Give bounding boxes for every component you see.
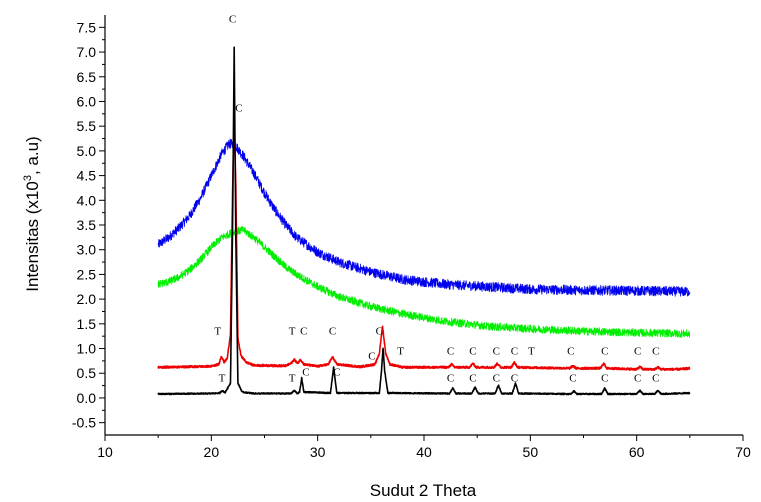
peak-label-c: C <box>511 373 518 385</box>
x-tick-label: 20 <box>204 444 220 460</box>
peak-label-c: C <box>447 373 454 385</box>
peak-label-c: C <box>493 373 500 385</box>
peak-label-c: C <box>368 350 375 362</box>
peak-label-t: T <box>219 373 226 385</box>
x-tick-label: 10 <box>97 444 113 460</box>
peak-label-t: T <box>214 326 221 338</box>
series-line-2 <box>157 226 691 338</box>
peak-label-c: C <box>601 373 608 385</box>
series-line-4 <box>157 46 691 396</box>
y-tick-label: 6.0 <box>77 93 97 109</box>
y-tick-label: 7.5 <box>77 19 97 35</box>
y-tick-label: 1.0 <box>77 341 97 357</box>
x-tick-label: 30 <box>310 444 326 460</box>
peak-label-t: T <box>289 373 296 385</box>
x-tick-label: 40 <box>416 444 432 460</box>
peak-label-c: C <box>652 345 659 357</box>
series-line-3 <box>157 114 691 372</box>
series-layer <box>157 46 691 396</box>
y-tick-label: 7.0 <box>77 44 97 60</box>
y-tick-label: 1.5 <box>77 316 97 332</box>
y-axis-title: Intensitas (x103, a.u) <box>22 136 42 291</box>
peak-label-c: C <box>493 345 500 357</box>
y-tick-label: 5.0 <box>77 143 97 159</box>
y-tick-label: 3.5 <box>77 217 97 233</box>
y-tick-label: 4.0 <box>77 192 97 208</box>
axes-layer: 10 20 30 40 50 60 70 -0.5 0.0 0.5 1.0 1.5 2.0 2.5 3.0 3… <box>72 15 751 460</box>
y-tick-label: 4.5 <box>77 168 97 184</box>
x-axis-title: Sudut 2 Theta <box>370 481 477 500</box>
peak-label-c: C <box>569 373 576 385</box>
peak-label-c: C <box>300 326 307 338</box>
peak-label-c: C <box>567 345 574 357</box>
peak-label-c: C <box>229 13 236 25</box>
peak-labels: CCT T C C CC T C C C C T C C C CT T C C C C C C C C C C <box>214 13 659 384</box>
peak-label-c: C <box>469 373 476 385</box>
x-tick-label: 70 <box>735 444 751 460</box>
peak-label-t: T <box>289 326 296 338</box>
y-tick-label: 2.5 <box>77 266 97 282</box>
y-tick-label: 0.0 <box>77 390 97 406</box>
peak-label-c: C <box>376 326 383 338</box>
peak-label-c: C <box>447 345 454 357</box>
x-tick-label: 50 <box>523 444 539 460</box>
peak-label-t: T <box>397 345 404 357</box>
y-tick-label: 3.0 <box>77 242 97 258</box>
y-tick-label: 6.5 <box>77 69 97 85</box>
y-tick-label: 5.5 <box>77 118 97 134</box>
y-tick-label: 2.0 <box>77 291 97 307</box>
peak-label-c: C <box>302 367 309 379</box>
peak-label-t: T <box>528 345 535 357</box>
peak-label-c: C <box>652 373 659 385</box>
peak-label-c: C <box>634 345 641 357</box>
peak-label-c: C <box>235 102 242 114</box>
peak-label-c: C <box>329 326 336 338</box>
series-line-1 <box>157 138 691 297</box>
x-tick-label: 60 <box>629 444 645 460</box>
peak-label-c: C <box>511 345 518 357</box>
peak-label-c: C <box>601 345 608 357</box>
y-tick-label: 0.5 <box>77 365 97 381</box>
y-tick-label: -0.5 <box>72 415 96 431</box>
peak-label-c: C <box>634 373 641 385</box>
peak-label-c: C <box>333 367 340 379</box>
peak-label-c: C <box>469 345 476 357</box>
